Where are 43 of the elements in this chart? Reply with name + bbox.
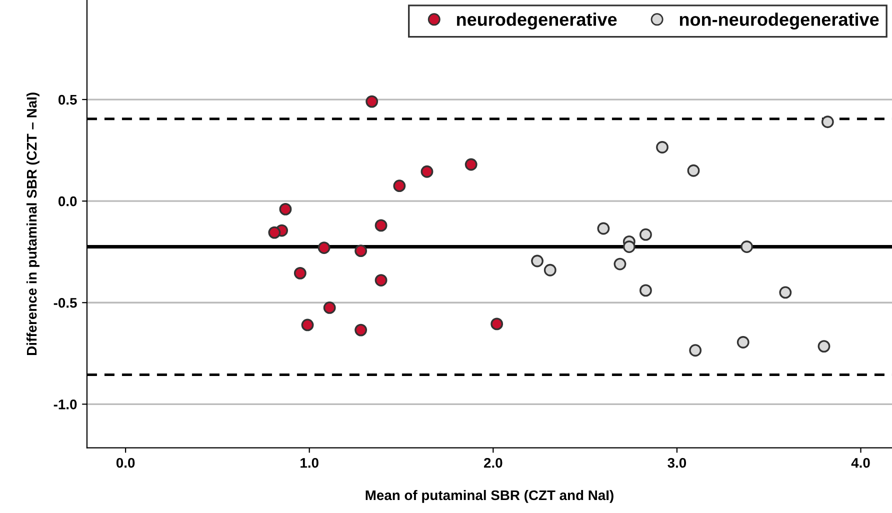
point <box>614 258 626 270</box>
point <box>393 180 406 192</box>
point <box>301 318 314 332</box>
point <box>366 95 378 108</box>
point <box>374 274 388 286</box>
x-tick-label: 0.0 <box>116 458 135 468</box>
point <box>464 158 478 171</box>
y-tick-label: -1.0 <box>54 400 77 410</box>
point <box>294 266 306 280</box>
x-tick-label: 2.0 <box>484 458 502 468</box>
x-axis-title: Mean of putaminal SBR (CZT and NaI) <box>366 490 614 503</box>
legend-label: neurodegenerative <box>456 12 617 30</box>
point <box>687 164 700 177</box>
y-tick-label: 0.0 <box>58 196 77 206</box>
point <box>597 222 610 235</box>
y-tick-label: -0.5 <box>54 298 77 308</box>
point <box>656 141 668 154</box>
point <box>640 228 652 241</box>
point <box>531 254 544 268</box>
point <box>318 242 330 254</box>
point <box>279 202 292 216</box>
y-axis-title: Difference in putaminal SBR (CZT – NaI) <box>26 92 40 355</box>
point <box>268 226 281 239</box>
x-tick-label: 3.0 <box>668 458 686 468</box>
x-tick-label: 1.0 <box>300 458 318 468</box>
point <box>323 301 336 314</box>
point <box>622 240 636 253</box>
y-tick-label: 0.5 <box>58 94 77 105</box>
point <box>420 165 434 178</box>
point <box>821 116 834 128</box>
point <box>544 264 556 276</box>
point <box>736 336 750 348</box>
point <box>818 340 830 353</box>
point <box>354 324 368 336</box>
x-tick-label: 4.0 <box>851 458 870 468</box>
point <box>779 286 792 299</box>
point <box>490 318 504 330</box>
legend-label: non-neurodegenerative <box>680 12 879 30</box>
point <box>374 219 388 232</box>
point <box>740 240 754 253</box>
point <box>689 344 702 357</box>
point <box>640 284 652 297</box>
point <box>354 244 368 258</box>
